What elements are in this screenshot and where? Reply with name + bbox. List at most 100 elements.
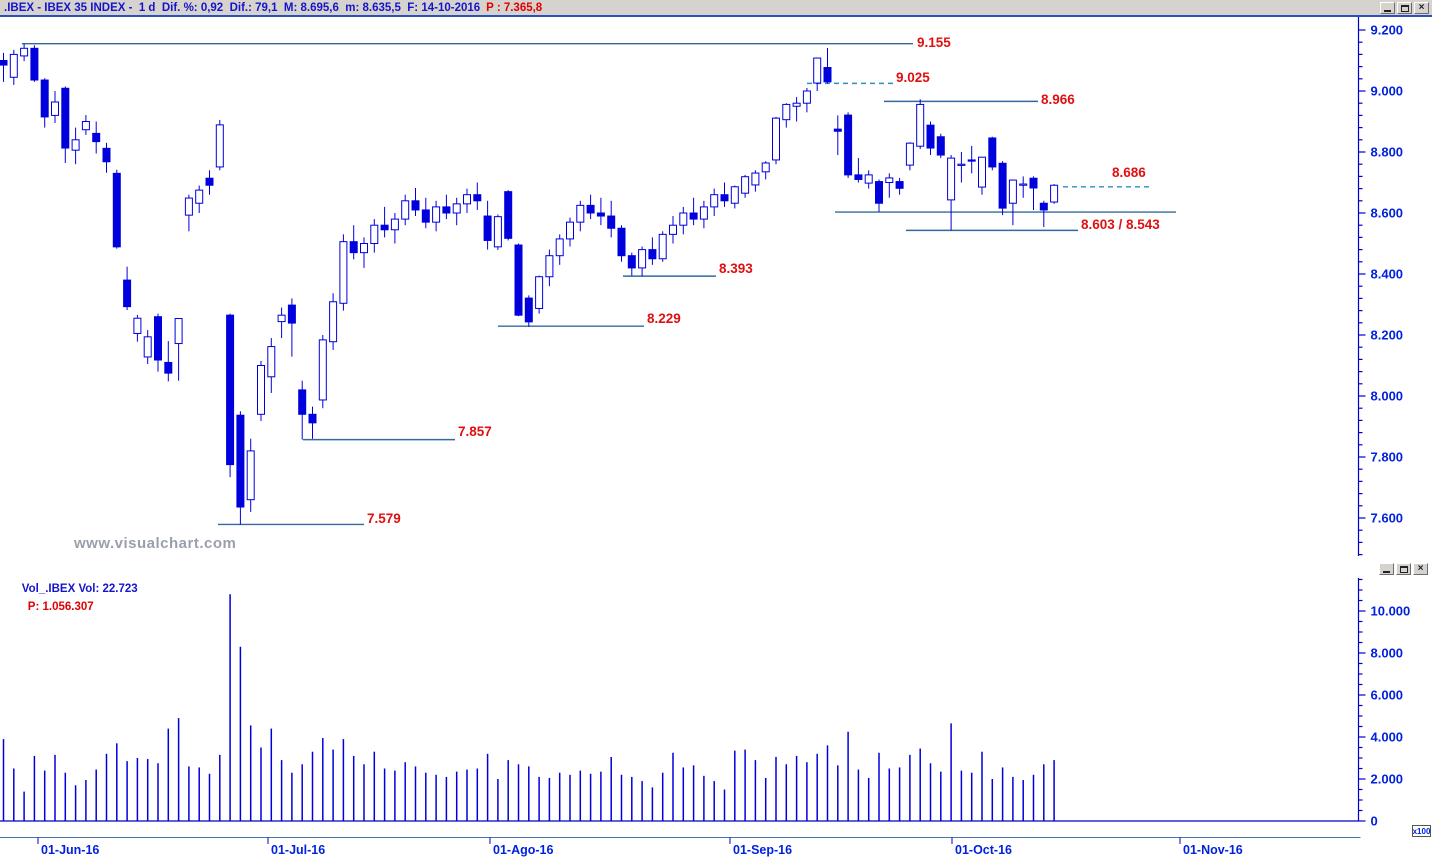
candle-body [802, 90, 811, 104]
candle-body [463, 194, 471, 205]
candle-body [390, 218, 399, 231]
candle-body [51, 101, 59, 116]
volume-maximize-button[interactable] [1396, 563, 1411, 575]
candle-body [772, 117, 780, 161]
candle-body [967, 159, 976, 162]
last-price-text: P : 7.365,8 [486, 1, 543, 14]
volume-close-button[interactable]: × [1413, 563, 1428, 575]
candle-body [195, 189, 204, 204]
candle-body [751, 172, 760, 186]
candle-body [566, 221, 574, 240]
candle-body [154, 316, 162, 361]
candle-body [782, 103, 791, 121]
candle-body [905, 142, 914, 166]
minimize-button[interactable] [1380, 2, 1395, 14]
volume-position-text: P: 1.056.307 [27, 601, 94, 613]
candle-body [370, 224, 379, 244]
minimize-icon [1383, 571, 1390, 573]
candle-body [308, 413, 317, 424]
candle-body [627, 255, 636, 269]
level-label: 8.686 [1112, 165, 1146, 180]
level-label: 8.229 [647, 311, 681, 326]
maximize-icon [1400, 4, 1409, 12]
price-axis-label: 7.600 [1371, 511, 1404, 526]
candle-body [658, 233, 667, 260]
candle-body [1019, 183, 1028, 186]
candle-body [813, 57, 822, 84]
candle-body [380, 224, 389, 231]
date-axis-label: 01-Jul-16 [271, 843, 325, 857]
candle-body [596, 212, 605, 217]
candle-body [1039, 202, 1048, 211]
candle-body [576, 204, 585, 223]
candle-body [246, 450, 255, 501]
candle-body [205, 177, 214, 186]
level-label: 8.603 / 8.543 [1081, 217, 1160, 232]
candle-body [1050, 184, 1059, 203]
date-axis-label: 01-Jun-16 [41, 843, 99, 857]
date-axis-label: 01-Oct-16 [955, 843, 1012, 857]
visualchart-watermark: www.visualchart.com [74, 535, 237, 552]
volume-info-text: Vol_.IBEX Vol: 22.723 [21, 583, 138, 595]
level-label: 7.857 [458, 424, 492, 439]
candle-body [452, 203, 461, 214]
volume-axis-label: 4.000 [1371, 730, 1404, 745]
candle-body [936, 136, 945, 156]
close-icon: × [1417, 563, 1424, 574]
candle-body [854, 174, 863, 180]
date-axis-label: 01-Sep-16 [733, 843, 792, 857]
candle-body [1029, 177, 1038, 189]
volume-axis-label: 6.000 [1371, 688, 1404, 703]
level-label: 9.155 [917, 35, 951, 50]
candle-body [792, 102, 801, 107]
candle-body [287, 304, 296, 324]
candle-body [535, 276, 544, 309]
candle-body [586, 204, 595, 214]
candle-body [349, 241, 358, 254]
candle-body [875, 181, 883, 204]
candle-body [720, 194, 729, 202]
close-button[interactable]: × [1414, 2, 1429, 14]
candle-body [473, 194, 482, 202]
price-axis-label: 9.200 [1371, 23, 1404, 38]
candle-body [236, 414, 245, 508]
volume-pane-header: Vol_.IBEX Vol: 22.723 P: 1.056.307 [4, 561, 138, 633]
candle-body [885, 177, 894, 184]
candle-body [710, 194, 719, 208]
candle-body [277, 314, 286, 323]
volume-minimize-button[interactable] [1379, 563, 1394, 575]
date-axis-label: 01-Nov-16 [1183, 843, 1243, 857]
level-label: 9.025 [896, 70, 930, 85]
maximize-button[interactable] [1397, 2, 1412, 14]
candle-body [112, 172, 121, 248]
candle-body [401, 200, 410, 220]
candle-body [411, 200, 420, 211]
candle-body [9, 53, 18, 78]
candle-body [257, 365, 265, 415]
candle-body [339, 241, 348, 304]
candle-body [102, 147, 111, 163]
volume-axis-label: 2.000 [1371, 772, 1404, 787]
candle-body [81, 121, 90, 131]
candle-body [298, 389, 307, 415]
candle-body [61, 87, 70, 149]
price-axis-label: 7.800 [1371, 450, 1404, 465]
candle-body [421, 209, 430, 223]
candle-body [30, 47, 39, 81]
window-titlebar: .IBEX - IBEX 35 INDEX - 1 d Dif. %: 0,92… [0, 0, 1432, 17]
volume-axis-label: 10.000 [1371, 604, 1411, 619]
volume-axis-label: 8.000 [1371, 646, 1404, 661]
candle-body [267, 346, 276, 378]
price-axis-label: 8.800 [1371, 145, 1404, 160]
candle-body [164, 361, 173, 374]
candle-body [432, 206, 441, 223]
candle-body [730, 186, 739, 204]
candle-body [92, 132, 101, 143]
minimize-icon [1384, 10, 1391, 12]
date-axis-label: 01-Ago-16 [493, 843, 553, 857]
price-axis-label: 8.200 [1371, 328, 1404, 343]
candle-body [823, 67, 832, 83]
candle-body [689, 212, 698, 220]
